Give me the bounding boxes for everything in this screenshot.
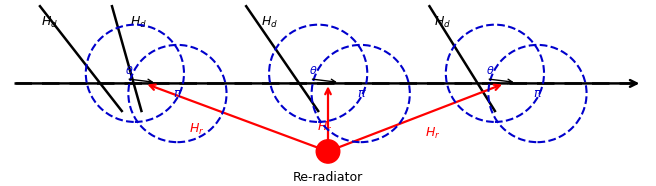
Text: $H_d$: $H_d$ bbox=[41, 15, 58, 30]
Text: Re-radiator: Re-radiator bbox=[293, 171, 363, 184]
Text: $H_r$: $H_r$ bbox=[317, 120, 333, 135]
Text: θ: θ bbox=[486, 66, 493, 76]
Text: $H_r$: $H_r$ bbox=[190, 122, 205, 137]
Text: $H_d$: $H_d$ bbox=[130, 15, 147, 30]
Text: π: π bbox=[357, 87, 365, 100]
Text: $H_r$: $H_r$ bbox=[425, 126, 440, 141]
Ellipse shape bbox=[316, 140, 340, 163]
Text: π: π bbox=[534, 87, 541, 100]
Text: θ: θ bbox=[126, 66, 133, 76]
Text: $H_d$: $H_d$ bbox=[260, 15, 277, 30]
Text: θ: θ bbox=[310, 66, 316, 76]
Text: π: π bbox=[174, 87, 181, 100]
Text: $H_d$: $H_d$ bbox=[434, 15, 451, 30]
